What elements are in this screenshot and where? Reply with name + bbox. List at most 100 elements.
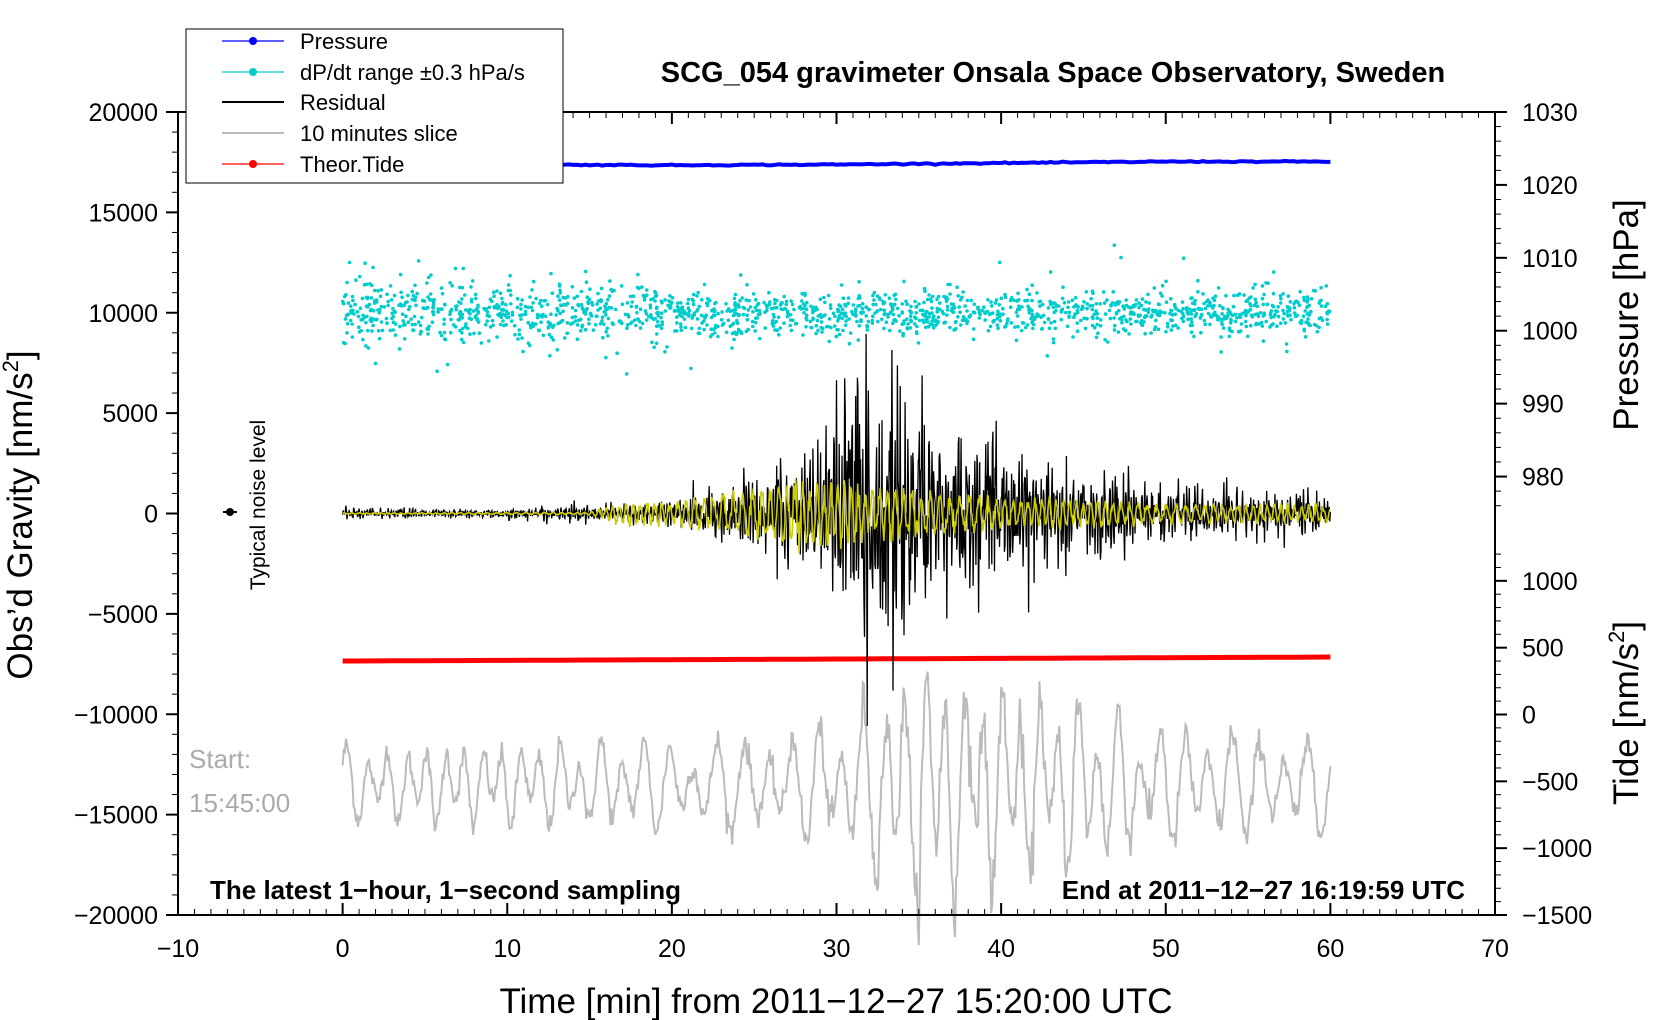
dpdt-point [1176, 326, 1180, 330]
dpdt-point [1273, 312, 1277, 317]
dpdt-point [1232, 293, 1236, 298]
y-left-tick-label: 0 [144, 501, 158, 529]
dpdt-point [458, 310, 462, 314]
dpdt-point [887, 296, 892, 301]
tide-tick-label: 0 [1522, 702, 1536, 730]
dpdt-point [528, 343, 532, 348]
dpdt-point [419, 329, 423, 334]
dpdt-point [836, 316, 841, 321]
dpdt-point [520, 336, 524, 340]
dpdt-point [1090, 307, 1095, 312]
dpdt-point [745, 317, 750, 322]
dpdt-point [882, 312, 887, 317]
dpdt-point [902, 279, 906, 284]
dpdt-point [1095, 316, 1100, 320]
dpdt-point [720, 323, 725, 327]
dpdt-point [800, 299, 804, 303]
dpdt-point [605, 326, 609, 331]
dpdt-point [905, 302, 909, 307]
dpdt-point [570, 306, 575, 310]
dpdt-point [1276, 305, 1280, 309]
dpdt-point [776, 315, 781, 320]
dpdt-point [1281, 308, 1285, 313]
dpdt-point [716, 334, 720, 339]
dpdt-point [1165, 321, 1170, 326]
dpdt-point [1025, 287, 1029, 292]
dpdt-point [1202, 301, 1206, 306]
dpdt-point [864, 305, 868, 310]
x-tick-label: 60 [1316, 935, 1344, 963]
dpdt-point [846, 296, 851, 300]
dpdt-point [372, 288, 377, 293]
dpdt-point [1090, 289, 1095, 294]
dpdt-point [913, 322, 917, 326]
dpdt-point [705, 303, 710, 308]
dpdt-point [552, 323, 556, 328]
dpdt-point [659, 299, 664, 304]
dpdt-point [632, 318, 637, 323]
dpdt-point [583, 269, 588, 274]
dpdt-point [369, 296, 374, 300]
dpdt-point [1220, 312, 1224, 316]
dpdt-point [1030, 298, 1034, 303]
dpdt-point [682, 309, 687, 314]
dpdt-point [610, 289, 615, 294]
dpdt-point [1217, 316, 1221, 320]
dpdt-point [965, 298, 970, 303]
dpdt-point [922, 319, 926, 323]
dpdt-point [638, 326, 643, 330]
dpdt-point [1015, 314, 1020, 318]
dpdt-point [638, 307, 643, 312]
dpdt-point [685, 311, 689, 316]
dpdt-point [442, 322, 446, 326]
dpdt-point [644, 311, 649, 316]
dpdt-point [790, 302, 795, 307]
dpdt-point [857, 324, 862, 328]
dpdt-point [651, 297, 655, 301]
dpdt-point [893, 317, 897, 322]
y-axis-tide-title: Tide [nm/s2] [1604, 621, 1646, 805]
dpdt-point [515, 305, 520, 310]
dpdt-point [1124, 298, 1128, 302]
dpdt-point [355, 310, 360, 314]
dpdt-point [915, 324, 919, 329]
dpdt-point [543, 298, 547, 303]
dpdt-point [754, 298, 758, 302]
dpdt-point [884, 320, 889, 325]
dpdt-point [1146, 292, 1150, 297]
dpdt-point [463, 325, 468, 329]
dpdt-point [509, 302, 513, 306]
dpdt-point [445, 362, 450, 367]
dpdt-point [733, 292, 738, 297]
dpdt-point [856, 296, 861, 301]
dpdt-point [686, 297, 691, 302]
dpdt-point [737, 312, 741, 317]
dpdt-point [1031, 326, 1035, 331]
dpdt-point [636, 272, 640, 277]
dpdt-point [998, 260, 1002, 265]
dpdt-point [995, 323, 1000, 327]
dpdt-point [745, 313, 749, 318]
dpdt-point [908, 309, 912, 313]
dpdt-point [805, 300, 809, 305]
dpdt-point [1030, 314, 1035, 319]
dpdt-point [440, 291, 445, 296]
dpdt-point [873, 311, 877, 315]
dpdt-point [747, 298, 751, 303]
dpdt-point [1001, 312, 1005, 317]
dpdt-point [1216, 286, 1221, 290]
dpdt-point [557, 284, 562, 288]
dpdt-point [811, 317, 815, 322]
dpdt-point [859, 310, 863, 315]
dpdt-point [1279, 296, 1283, 301]
dpdt-point [741, 312, 746, 317]
dpdt-point [358, 274, 362, 279]
dpdt-point [360, 296, 365, 301]
dpdt-point [1199, 330, 1203, 335]
dpdt-point [476, 311, 480, 315]
dpdt-point [350, 322, 354, 326]
dpdt-point [1085, 316, 1089, 321]
dpdt-point [1253, 282, 1257, 287]
x-tick-label: −10 [157, 935, 199, 963]
dpdt-point [371, 309, 376, 313]
